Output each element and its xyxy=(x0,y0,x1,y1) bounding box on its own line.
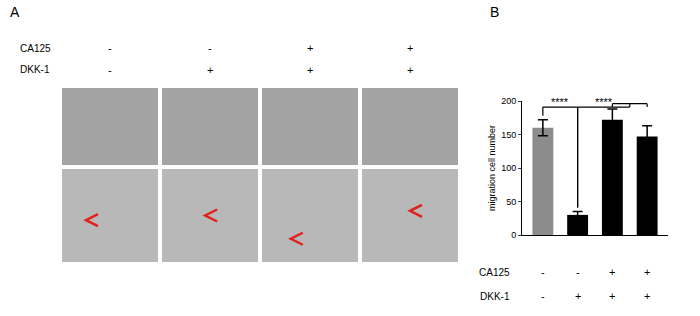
svg-text:-: - xyxy=(541,266,545,278)
svg-text:+: + xyxy=(207,64,213,76)
svg-text:+: + xyxy=(644,290,650,302)
svg-text:50: 50 xyxy=(506,197,516,207)
svg-text:100: 100 xyxy=(501,163,516,173)
svg-text:0: 0 xyxy=(511,230,516,240)
svg-text:CA125: CA125 xyxy=(479,267,510,278)
svg-text:-: - xyxy=(541,290,545,302)
svg-text:-: - xyxy=(108,64,112,76)
svg-text:DKK-1: DKK-1 xyxy=(20,64,50,75)
svg-text:200: 200 xyxy=(501,96,516,106)
svg-text:-: - xyxy=(576,266,580,278)
svg-text:-: - xyxy=(108,42,112,54)
svg-text:+: + xyxy=(307,64,313,76)
svg-text:B: B xyxy=(490,4,499,20)
svg-text:****: **** xyxy=(595,96,613,108)
svg-text:+: + xyxy=(407,64,413,76)
svg-text:migration cell number: migration cell number xyxy=(487,125,497,211)
svg-text:+: + xyxy=(609,266,615,278)
svg-text:****: **** xyxy=(551,96,569,108)
svg-text:+: + xyxy=(609,290,615,302)
svg-text:A: A xyxy=(10,4,20,20)
svg-text:-: - xyxy=(208,42,212,54)
svg-text:+: + xyxy=(407,42,413,54)
svg-text:CA125: CA125 xyxy=(20,43,51,54)
svg-text:DKK-1: DKK-1 xyxy=(480,291,510,302)
svg-text:150: 150 xyxy=(501,130,516,140)
svg-text:+: + xyxy=(575,290,581,302)
svg-text:+: + xyxy=(307,42,313,54)
svg-text:+: + xyxy=(644,266,650,278)
